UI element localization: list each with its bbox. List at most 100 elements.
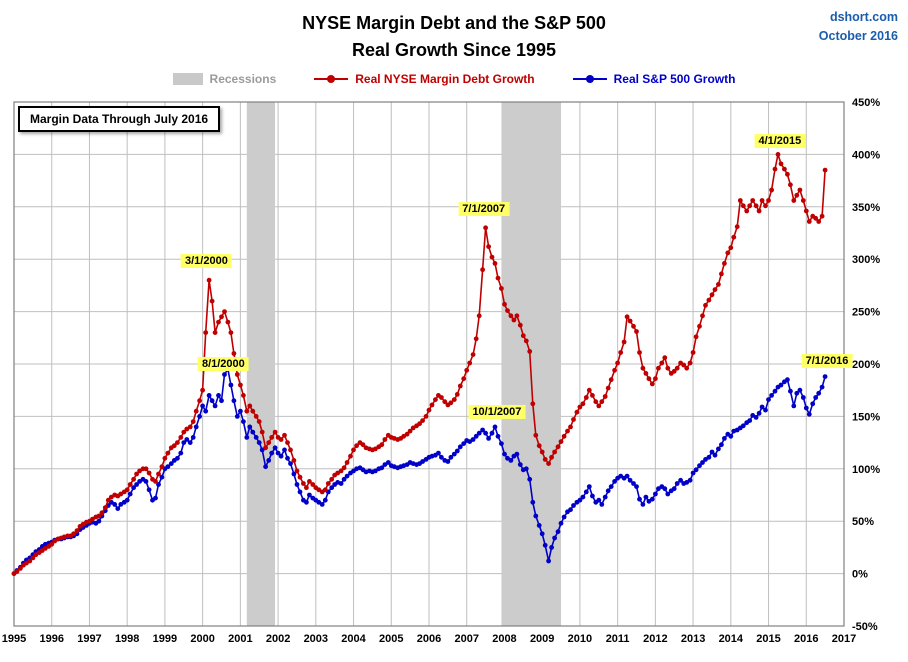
sp500-marker <box>181 440 187 445</box>
margin-debt-marker <box>96 513 102 519</box>
margin-debt-marker <box>649 381 655 387</box>
margin-debt-marker <box>763 203 768 209</box>
sp500-marker <box>678 477 683 483</box>
sp500-marker <box>690 470 696 476</box>
margin-debt-marker <box>822 167 828 173</box>
sp500-marker <box>476 430 482 436</box>
margin-debt-marker <box>178 435 184 440</box>
margin-debt-marker <box>244 408 250 414</box>
source-date: October 2016 <box>818 28 898 43</box>
margin-debt-marker <box>480 267 485 273</box>
x-tick-label: 2002 <box>266 633 290 645</box>
margin-debt-marker <box>744 208 750 214</box>
margin-debt-marker <box>241 393 246 398</box>
sp500-marker <box>156 482 161 487</box>
sp500-marker <box>250 429 256 435</box>
sp500-marker <box>272 445 278 451</box>
sp500-marker <box>244 435 250 440</box>
page-title: NYSE Margin Debt and the S&P 500 <box>302 13 606 33</box>
margin-debt-marker <box>131 476 137 482</box>
margin-debt-marker <box>542 457 548 462</box>
sp500-marker <box>445 459 451 464</box>
margin-debt-marker <box>681 362 687 368</box>
sp500-marker <box>502 451 507 457</box>
margin-debt-marker <box>530 401 536 407</box>
margin-debt-marker <box>127 482 133 487</box>
sp500-marker <box>539 531 545 537</box>
sp500-marker <box>555 529 561 535</box>
legend-margin-label: Real NYSE Margin Debt Growth <box>355 72 535 86</box>
margin-debt-marker <box>555 444 561 450</box>
sp500-marker <box>665 491 671 497</box>
margin-debt-marker <box>341 465 347 471</box>
source-site: dshort.com <box>829 10 898 24</box>
sp500-marker <box>304 499 309 505</box>
margin-debt-marker <box>464 367 470 373</box>
sp500-marker <box>624 473 630 479</box>
margin-debt-marker <box>492 261 498 266</box>
sp500-marker <box>716 446 721 452</box>
recession-band <box>246 102 276 626</box>
sp500-marker <box>608 484 614 489</box>
sp500-marker <box>234 414 240 419</box>
margin-debt-marker <box>549 454 554 460</box>
margin-debt-marker <box>580 401 586 407</box>
annotation-label: 10/1/2007 <box>468 405 526 420</box>
sp500-marker <box>631 481 636 486</box>
sp500-marker <box>241 419 246 424</box>
margin-debt-marker <box>797 187 803 193</box>
margin-debt-marker <box>228 330 234 335</box>
margin-debt-marker <box>778 161 784 167</box>
x-tick-label: 2013 <box>681 633 705 645</box>
x-tick-label: 1997 <box>77 633 101 645</box>
margin-debt-marker <box>788 182 793 188</box>
margin-debt-marker <box>193 408 199 414</box>
margin-debt-marker <box>693 334 699 340</box>
sp500-marker <box>794 390 800 396</box>
sp500-marker <box>338 481 344 486</box>
margin-debt-marker <box>433 397 438 402</box>
x-tick-label: 1996 <box>39 633 63 645</box>
sp500-marker <box>778 382 784 388</box>
margin-debt-marker <box>171 443 177 449</box>
sp500-marker <box>552 535 557 541</box>
margin-debt-marker <box>665 365 671 371</box>
margin-debt-marker <box>476 313 482 319</box>
margin-debt-marker <box>599 399 605 405</box>
margin-debt-marker <box>586 387 592 393</box>
margin-debt-marker <box>301 481 306 486</box>
margin-debt-marker <box>612 367 617 373</box>
margin-debt-marker <box>473 336 479 342</box>
annotation-label: 7/1/2016 <box>801 353 853 368</box>
sp500-marker <box>517 462 523 467</box>
source-attribution: dshort.com October 2016 <box>819 8 898 46</box>
sp500-marker <box>256 440 262 445</box>
sp500-marker <box>722 436 727 441</box>
margin-debt-marker <box>14 569 20 574</box>
margin-debt-marker <box>259 429 265 435</box>
sp500-marker <box>127 491 133 497</box>
margin-debt-marker <box>269 435 275 440</box>
margin-debt-marker <box>71 531 76 537</box>
margin-debt-marker <box>716 282 721 287</box>
sp500-marker <box>212 403 218 409</box>
sp500-marker <box>451 451 457 457</box>
margin-debt-marker <box>439 395 444 400</box>
sp500-marker <box>671 486 677 492</box>
y-tick-label: 400% <box>852 149 880 161</box>
sp500-marker <box>700 460 705 465</box>
sp500-marker <box>533 513 539 519</box>
sp500-marker <box>143 479 149 484</box>
sp500-marker <box>115 506 121 511</box>
margin-debt-marker <box>27 558 33 564</box>
sp500-marker <box>291 471 297 477</box>
margin-debt-marker <box>181 429 187 435</box>
sp500-marker <box>489 430 495 436</box>
margin-debt-marker <box>426 407 432 413</box>
margin-debt-marker <box>354 443 359 449</box>
margin-debt-marker <box>561 433 567 439</box>
margin-debt-marker <box>134 471 140 477</box>
margin-debt-marker <box>690 350 696 355</box>
sp500-marker <box>124 497 130 503</box>
